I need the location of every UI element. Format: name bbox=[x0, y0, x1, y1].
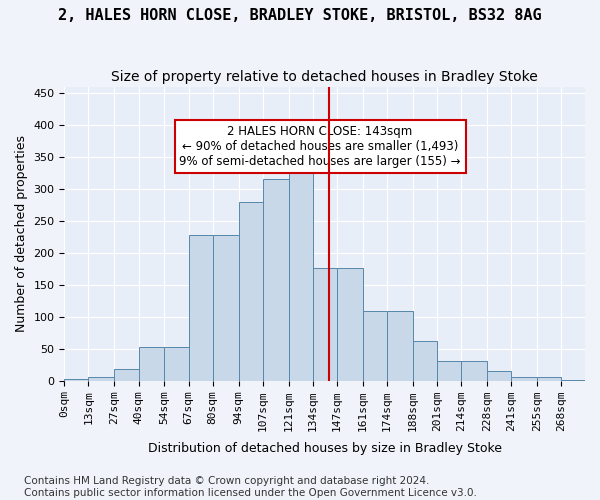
Bar bbox=[115, 368, 139, 380]
Bar bbox=[164, 347, 188, 380]
Bar bbox=[461, 362, 487, 380]
Bar bbox=[387, 311, 413, 380]
Bar bbox=[313, 268, 337, 380]
Bar bbox=[88, 378, 115, 380]
Text: 2 HALES HORN CLOSE: 143sqm
← 90% of detached houses are smaller (1,493)
9% of se: 2 HALES HORN CLOSE: 143sqm ← 90% of deta… bbox=[179, 125, 461, 168]
Bar bbox=[537, 377, 561, 380]
Bar bbox=[511, 377, 537, 380]
Bar bbox=[289, 164, 313, 380]
Bar bbox=[212, 235, 239, 380]
Bar bbox=[188, 235, 212, 380]
Bar bbox=[337, 268, 362, 380]
Bar bbox=[487, 371, 511, 380]
Text: Contains HM Land Registry data © Crown copyright and database right 2024.
Contai: Contains HM Land Registry data © Crown c… bbox=[24, 476, 477, 498]
X-axis label: Distribution of detached houses by size in Bradley Stoke: Distribution of detached houses by size … bbox=[148, 442, 502, 455]
Title: Size of property relative to detached houses in Bradley Stoke: Size of property relative to detached ho… bbox=[112, 70, 538, 84]
Text: 2, HALES HORN CLOSE, BRADLEY STOKE, BRISTOL, BS32 8AG: 2, HALES HORN CLOSE, BRADLEY STOKE, BRIS… bbox=[58, 8, 542, 22]
Bar bbox=[362, 311, 387, 380]
Bar bbox=[263, 178, 289, 380]
Bar bbox=[437, 362, 461, 380]
Bar bbox=[239, 202, 263, 380]
Y-axis label: Number of detached properties: Number of detached properties bbox=[15, 135, 28, 332]
Bar bbox=[413, 341, 437, 380]
Bar bbox=[139, 347, 164, 380]
